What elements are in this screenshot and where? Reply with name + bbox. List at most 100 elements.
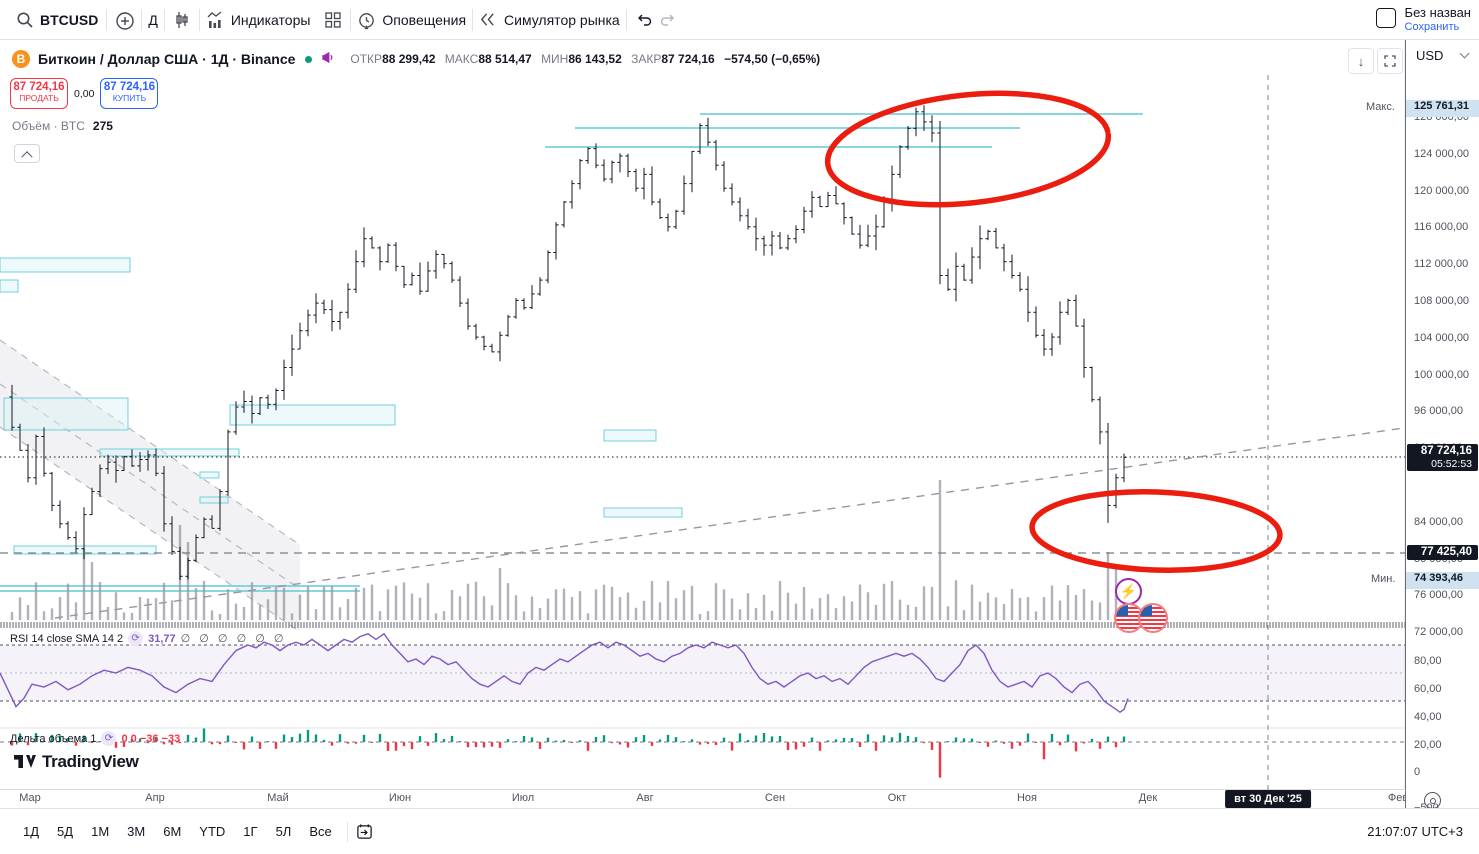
month-label: Фев xyxy=(1387,792,1405,804)
indicators-icon xyxy=(206,10,224,29)
search-icon[interactable] xyxy=(16,11,34,29)
scale-tick: 120 000,00 xyxy=(1414,185,1470,197)
layout-name[interactable]: Без назван xyxy=(1404,4,1471,20)
buy-button[interactable]: 87 724,16 КУПИТЬ xyxy=(100,78,159,109)
range-button-6М[interactable]: 6М xyxy=(163,824,182,839)
alert-clock-icon xyxy=(357,11,375,29)
crosshair-date-badge: вт 30 Дек '25 xyxy=(1225,790,1311,808)
layout-grid-icon[interactable] xyxy=(324,11,342,29)
scale-tick: 20,00 xyxy=(1414,739,1442,751)
delta-values: 0 0 −36 −33 xyxy=(121,732,181,745)
delta-bars xyxy=(10,728,1126,778)
session-clock-icon[interactable] xyxy=(1424,792,1441,809)
min-price-tag: Мин. xyxy=(1368,573,1399,585)
scale-tick: 108 000,00 xyxy=(1414,295,1470,307)
price-scale[interactable]: 128 000,00 124 000,00 120 000,00 116 000,00… xyxy=(1406,40,1479,814)
sell-button[interactable]: 87 724,16 ПРОДАТЬ xyxy=(10,78,68,109)
range-button-3М[interactable]: 3М xyxy=(127,824,146,839)
scale-tick: 124 000,00 xyxy=(1414,148,1470,160)
undo-icon[interactable] xyxy=(635,11,653,29)
indicators-button[interactable]: Индикаторы xyxy=(200,7,317,33)
rsi-value: 31,77 xyxy=(148,632,176,645)
rsi-empty-values: ∅ ∅ ∅ ∅ ∅ ∅ xyxy=(180,633,287,645)
volume-legend[interactable]: Объём · BTC 275 xyxy=(12,119,113,133)
alerts-button[interactable]: Оповещения xyxy=(351,7,472,33)
collapse-button[interactable] xyxy=(14,144,40,163)
top-toolbar: BTCUSD Д Индикаторы xyxy=(0,0,1479,40)
scale-tick: 76 000,00 xyxy=(1414,589,1463,601)
range-button-YTD[interactable]: YTD xyxy=(199,824,226,839)
range-button-1Г[interactable]: 1Г xyxy=(243,824,258,839)
save-button[interactable]: Сохранить xyxy=(1404,20,1460,33)
divider xyxy=(141,8,143,31)
scale-tick: 72 000,00 xyxy=(1414,626,1463,638)
month-label: Май xyxy=(267,792,289,804)
market-simulator-button[interactable]: Симулятор рынка xyxy=(473,7,626,33)
rsi-legend[interactable]: RSI 14 close SMA 14 2 ⟳ 31,77 ∅ ∅ ∅ ∅ ∅ … xyxy=(10,631,286,646)
volume-bars xyxy=(10,480,1126,620)
scale-tick: 84 000,00 xyxy=(1414,516,1463,528)
time-scale[interactable]: Мар Апр Май Июн Июл Авг Сен Окт Ноя Дек Фев вт 30 Д… xyxy=(0,790,1405,808)
range-button-Все[interactable]: Все xyxy=(309,824,332,839)
chevron-down-icon xyxy=(1460,48,1470,59)
clock-timezone-button[interactable]: 21:07:07 UTC+3 xyxy=(1367,824,1463,839)
scale-tick: 100 000,00 xyxy=(1414,369,1470,381)
lightning-event-icon[interactable]: ⚡ xyxy=(1115,578,1142,605)
maximize-pane-button[interactable] xyxy=(1377,48,1403,74)
layout-save-area: Без назван Сохранить xyxy=(1375,4,1471,35)
go-to-date-icon[interactable] xyxy=(356,823,374,841)
countdown-label: 05:52:53 xyxy=(1431,458,1472,470)
month-label: Мар xyxy=(19,792,41,804)
scroll-to-latest-button[interactable]: ↓ xyxy=(1348,48,1374,74)
compare-add-icon[interactable] xyxy=(115,11,135,30)
month-label: Окт xyxy=(887,792,907,804)
divider xyxy=(163,8,165,31)
bottom-toolbar: 1Д 5Д 1М 3М 6М YTD 1Г 5Л Все 21:07:07 UTC+3 xyxy=(0,808,1479,854)
divider xyxy=(346,821,348,842)
range-button-1Д[interactable]: 1Д xyxy=(23,824,40,839)
interval-button[interactable]: Д xyxy=(148,11,158,28)
ohlc-values: ОТКР88 299,42 МАКС88 514,47 МИН86 143,52… xyxy=(350,52,821,66)
divider xyxy=(472,8,474,31)
scale-tick: 96 000,00 xyxy=(1414,405,1463,417)
scale-tick: 80,00 xyxy=(1414,655,1442,667)
range-button-5Л[interactable]: 5Л xyxy=(275,824,292,839)
spread-value: 0,00 xyxy=(74,87,95,100)
currency-dropdown[interactable]: USD xyxy=(1406,40,1479,70)
scale-tick: 40,00 xyxy=(1414,711,1442,723)
divider xyxy=(625,8,627,31)
chart-style-icon[interactable] xyxy=(173,11,191,29)
range-button-5Д[interactable]: 5Д xyxy=(57,824,74,839)
scale-tick: 60,00 xyxy=(1414,683,1442,695)
hand-drawn-circle xyxy=(824,90,1112,208)
range-button-1М[interactable]: 1М xyxy=(91,824,110,839)
redo-icon[interactable] xyxy=(659,11,677,29)
scale-tick: 116 000,00 xyxy=(1414,221,1469,233)
indicators-label: Индикаторы xyxy=(230,11,311,28)
ideas-megaphone-icon[interactable] xyxy=(320,50,338,68)
layout-icon[interactable] xyxy=(1375,7,1396,28)
max-price-label: 125 761,31 xyxy=(1406,100,1479,117)
delta-legend[interactable]: Дельта объема 1 ⟳ 0 0 −36 −33 xyxy=(10,731,180,746)
rsi-line xyxy=(0,632,1129,714)
currency-label: USD xyxy=(1416,47,1444,63)
chevron-up-icon xyxy=(21,150,33,162)
us-flag-event-icon[interactable] xyxy=(1138,603,1168,633)
symbol-search-button[interactable]: BTCUSD xyxy=(40,11,99,28)
delta-label: Дельта объема 1 xyxy=(10,732,97,745)
alerts-label: Оповещения xyxy=(382,11,467,28)
symbol-title[interactable]: Биткоин / Доллар США · 1Д · Binance xyxy=(38,51,296,67)
tradingview-logo[interactable]: TradingView xyxy=(14,752,139,772)
simulator-label: Симулятор рынка xyxy=(504,11,620,28)
tradingview-mark-icon xyxy=(14,755,36,768)
divider xyxy=(350,8,352,31)
refresh-icon[interactable]: ⟳ xyxy=(128,631,144,646)
bitcoin-icon: B xyxy=(12,50,30,68)
month-label: Дек xyxy=(1138,792,1158,804)
divider xyxy=(198,8,200,31)
divider xyxy=(106,8,108,31)
refresh-icon[interactable]: ⟳ xyxy=(101,731,117,746)
month-label: Ноя xyxy=(1016,792,1038,804)
trade-buttons: 87 724,16 ПРОДАТЬ 0,00 87 724,16 КУПИТЬ xyxy=(10,78,159,109)
